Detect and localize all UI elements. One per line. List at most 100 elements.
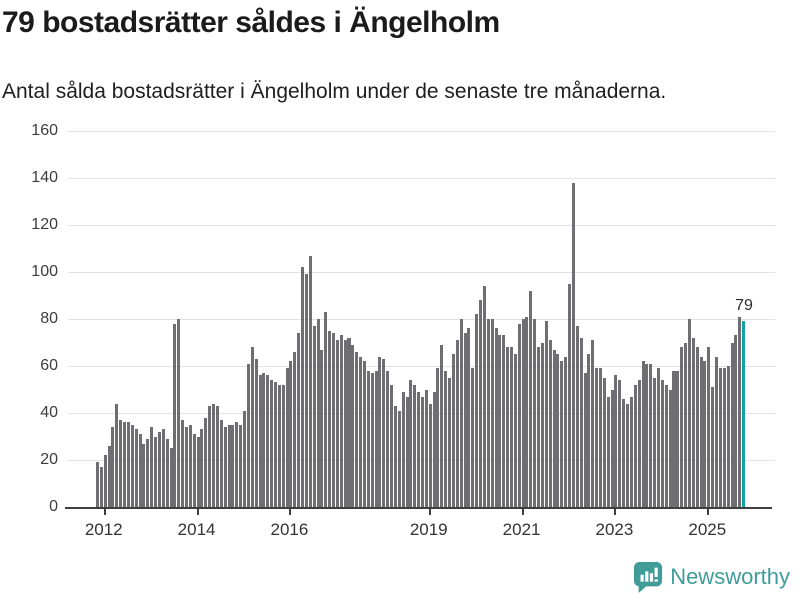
y-gridline <box>68 131 775 132</box>
bar <box>142 443 146 507</box>
bar <box>718 368 722 507</box>
bar <box>312 326 316 507</box>
bar <box>405 396 409 507</box>
bar <box>382 358 386 507</box>
bar <box>192 434 196 507</box>
bar <box>308 255 312 507</box>
bar <box>517 323 521 507</box>
bar <box>165 438 169 507</box>
y-gridline <box>68 366 775 367</box>
bar <box>374 370 378 507</box>
bar <box>482 286 486 507</box>
bar <box>161 429 165 507</box>
bar <box>386 370 390 507</box>
bar <box>540 342 544 507</box>
y-gridline <box>68 178 775 179</box>
bar <box>606 396 610 507</box>
bar <box>657 368 661 507</box>
bar <box>626 403 630 507</box>
bar <box>370 373 374 507</box>
bar <box>378 356 382 507</box>
x-axis-tick-label: 2016 <box>270 520 309 539</box>
y-axis-tick-label: 20 <box>40 451 58 468</box>
bar <box>494 328 498 507</box>
bar <box>258 375 262 507</box>
bar <box>649 363 653 507</box>
x-axis-tick-label: 2014 <box>177 520 216 539</box>
bar <box>579 337 583 507</box>
bar <box>614 375 618 507</box>
bar <box>467 328 471 507</box>
bar <box>204 417 208 507</box>
bar <box>157 431 161 507</box>
bar <box>126 422 130 507</box>
bar <box>359 356 363 507</box>
bar <box>293 351 297 507</box>
bar <box>96 462 100 507</box>
bar <box>591 340 595 507</box>
bar <box>421 396 425 507</box>
bar <box>595 368 599 507</box>
bar <box>629 396 633 507</box>
bar <box>424 389 428 507</box>
bar <box>444 370 448 507</box>
bar <box>513 354 517 507</box>
brand-footer: Newsworthy <box>633 561 790 593</box>
bar <box>324 311 328 507</box>
bar <box>602 377 606 507</box>
bar <box>722 368 726 507</box>
bar <box>498 335 502 507</box>
bar <box>668 389 672 507</box>
last-value-label: 79 <box>735 297 753 315</box>
bar <box>270 380 274 507</box>
x-axis-tick <box>289 509 292 515</box>
bar <box>695 347 699 507</box>
bar <box>390 384 394 507</box>
bar <box>351 344 355 507</box>
bar <box>436 368 440 507</box>
bar <box>575 326 579 507</box>
bar <box>691 337 695 507</box>
bar <box>401 391 405 507</box>
bar <box>548 340 552 507</box>
bar <box>246 363 250 507</box>
bar <box>610 389 614 507</box>
bar <box>223 427 227 507</box>
bar <box>215 405 219 507</box>
y-gridline <box>68 225 775 226</box>
bar <box>459 319 463 507</box>
bar <box>297 333 301 507</box>
bar <box>490 319 494 507</box>
bar <box>281 384 285 507</box>
bar <box>254 358 258 507</box>
bar <box>227 424 231 507</box>
bar <box>328 330 332 507</box>
bar <box>703 361 707 507</box>
bar <box>169 448 173 507</box>
x-axis-tick-label: 2012 <box>84 520 123 539</box>
highlighted-bar <box>742 321 746 507</box>
bar <box>451 354 455 507</box>
bar <box>239 424 243 507</box>
bar <box>618 380 622 507</box>
bar <box>393 405 397 507</box>
y-axis-tick-label: 60 <box>40 357 58 374</box>
bar <box>181 420 185 507</box>
bar <box>196 436 200 507</box>
bar <box>475 314 479 507</box>
bar <box>119 420 123 507</box>
bar <box>115 403 119 507</box>
bar <box>301 267 305 507</box>
brand-name: Newsworthy <box>670 564 790 589</box>
bar <box>711 387 715 507</box>
bar <box>544 321 548 507</box>
bar <box>699 356 703 507</box>
chart-subtitle: Antal sålda bostadsrätter i Ängelholm un… <box>2 80 667 103</box>
bar <box>641 361 645 507</box>
y-axis-tick-label: 160 <box>31 122 58 139</box>
bar <box>332 333 336 507</box>
bar <box>366 370 370 507</box>
bar <box>212 403 216 507</box>
bar <box>676 370 680 507</box>
bar <box>130 424 134 507</box>
